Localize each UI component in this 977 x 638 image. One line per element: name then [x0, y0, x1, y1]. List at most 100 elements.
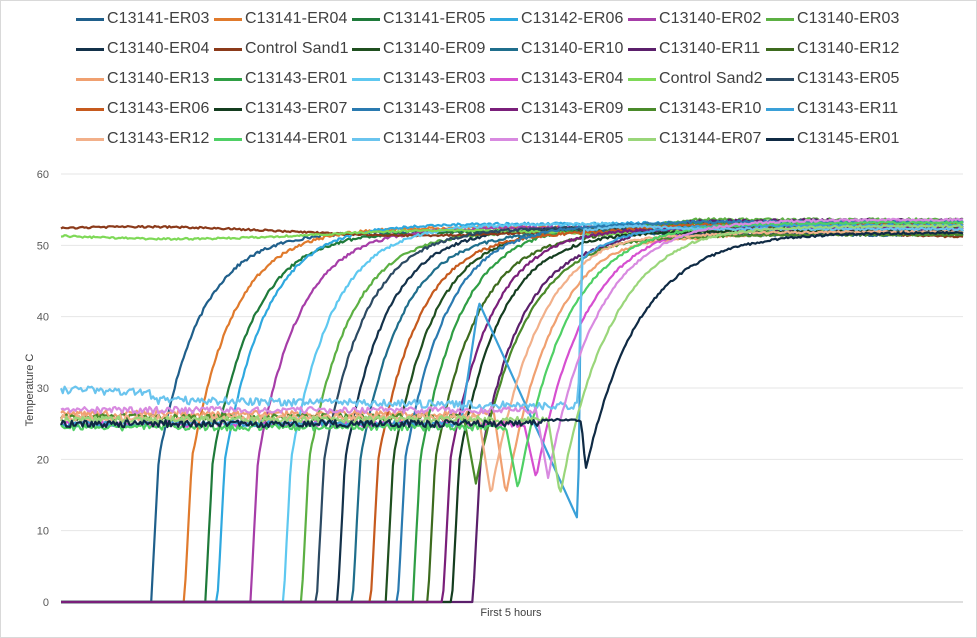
legend-item: Control Sand2 — [628, 68, 763, 90]
legend-label: C13143-ER07 — [245, 100, 348, 117]
legend-label: C13143-ER04 — [521, 70, 624, 87]
legend-label: C13140-ER12 — [797, 40, 900, 57]
legend-label: C13143-ER08 — [383, 100, 486, 117]
legend-swatch — [352, 107, 380, 111]
legend-item: C13144-ER07 — [628, 128, 762, 150]
legend-swatch — [76, 17, 104, 21]
legend-item: C13142-ER06 — [490, 8, 624, 30]
legend-swatch — [76, 107, 104, 111]
series-line-c13143-er10 — [60, 232, 964, 485]
legend-label: C13144-ER05 — [521, 130, 624, 147]
legend-label: C13143-ER09 — [521, 100, 624, 117]
legend-label: C13140-ER04 — [107, 40, 210, 57]
y-tick-label: 50 — [37, 240, 49, 252]
legend-item: C13144-ER05 — [490, 128, 624, 150]
legend-label: C13143-ER01 — [245, 70, 348, 87]
axis-layer: 0 10 20 30 40 50 60 — [37, 169, 49, 609]
legend-swatch — [766, 77, 794, 81]
legend-swatch — [214, 17, 242, 21]
legend-item: C13143-ER06 — [76, 98, 210, 120]
legend-label: C13141-ER05 — [383, 10, 486, 27]
legend-item: C13143-ER11 — [766, 98, 898, 120]
series-line-c13145-er01 — [59, 230, 964, 469]
legend-label: C13143-ER05 — [797, 70, 900, 87]
legend-item: C13143-ER10 — [628, 98, 762, 120]
legend-swatch — [76, 137, 104, 141]
legend-label: C13143-ER10 — [659, 100, 762, 117]
legend-swatch — [76, 47, 104, 51]
legend-swatch — [628, 47, 656, 51]
legend-label: C13143-ER06 — [107, 100, 210, 117]
y-tick-label: 20 — [37, 454, 49, 466]
series-line-c13144-er01 — [60, 220, 964, 488]
legend-label: C13140-ER02 — [659, 10, 762, 27]
legend-swatch — [766, 137, 794, 141]
legend-swatch — [214, 77, 242, 81]
legend-item: C13141-ER04 — [214, 8, 348, 30]
legend-swatch — [766, 17, 794, 21]
legend-swatch — [76, 77, 104, 81]
legend-item: C13140-ER13 — [76, 68, 210, 90]
series-line-c13140-er13 — [60, 231, 964, 492]
x-axis-title: First 5 hours — [480, 607, 542, 619]
legend-swatch — [214, 107, 242, 111]
legend-label: C13140-ER13 — [107, 70, 210, 87]
y-tick-label: 10 — [37, 526, 49, 538]
series-line-c13143-er12 — [59, 229, 964, 493]
legend-swatch — [352, 47, 380, 51]
legend-label: C13140-ER03 — [797, 10, 900, 27]
legend-item: C13143-ER05 — [766, 68, 900, 90]
legend-item: C13143-ER09 — [490, 98, 624, 120]
legend-item: C13141-ER03 — [76, 8, 210, 30]
legend-label: C13144-ER01 — [245, 130, 348, 147]
legend-item: C13143-ER04 — [490, 68, 624, 90]
series-line-c13144-er07 — [60, 224, 964, 493]
series-layer — [59, 217, 964, 604]
y-tick-label: 0 — [43, 597, 49, 609]
legend-label: C13144-ER03 — [383, 130, 486, 147]
legend-swatch — [352, 77, 380, 81]
legend-item: C13140-ER03 — [766, 8, 900, 30]
legend-label: C13141-ER04 — [245, 10, 348, 27]
legend-label: C13141-ER03 — [107, 10, 210, 27]
legend-label: C13145-ER01 — [797, 130, 900, 147]
legend-item: C13140-ER04 — [76, 38, 210, 60]
legend-item: C13143-ER07 — [214, 98, 348, 120]
legend-swatch — [766, 107, 794, 111]
legend-label: Control Sand2 — [659, 70, 763, 87]
legend-label: C13140-ER10 — [521, 40, 624, 57]
series-line-c13144-er05 — [60, 217, 964, 479]
legend-item: Control Sand1 — [214, 38, 349, 60]
legend-item: C13143-ER03 — [352, 68, 486, 90]
legend-label: C13140-ER11 — [659, 40, 761, 57]
y-tick-label: 30 — [37, 383, 49, 395]
legend-swatch — [490, 137, 518, 141]
legend-item: C13140-ER11 — [628, 38, 760, 60]
legend-item: C13143-ER01 — [214, 68, 348, 90]
legend-label: Control Sand1 — [245, 40, 349, 57]
legend-swatch — [490, 77, 518, 81]
legend-swatch — [766, 47, 794, 51]
legend-item: C13140-ER02 — [628, 8, 762, 30]
legend-item: C13143-ER08 — [352, 98, 486, 120]
legend-item: C13140-ER12 — [766, 38, 900, 60]
legend-item: C13140-ER10 — [490, 38, 624, 60]
legend-swatch — [214, 47, 242, 51]
series-line-c13142-er06 — [61, 220, 964, 604]
legend-swatch — [490, 47, 518, 51]
legend-label: C13143-ER12 — [107, 130, 210, 147]
legend-label: C13143-ER03 — [383, 70, 486, 87]
legend-swatch — [628, 107, 656, 111]
legend-swatch — [628, 137, 656, 141]
series-line-c13144-er03 — [59, 224, 964, 411]
legend-swatch — [490, 17, 518, 21]
y-axis-title: Temperature C — [24, 354, 36, 427]
legend-item: C13141-ER05 — [352, 8, 486, 30]
legend-swatch — [352, 17, 380, 21]
legend-swatch — [352, 137, 380, 141]
legend-item: C13144-ER03 — [352, 128, 486, 150]
legend-item: C13143-ER12 — [76, 128, 210, 150]
legend-item: C13145-ER01 — [766, 128, 900, 150]
legend-item: C13144-ER01 — [214, 128, 348, 150]
